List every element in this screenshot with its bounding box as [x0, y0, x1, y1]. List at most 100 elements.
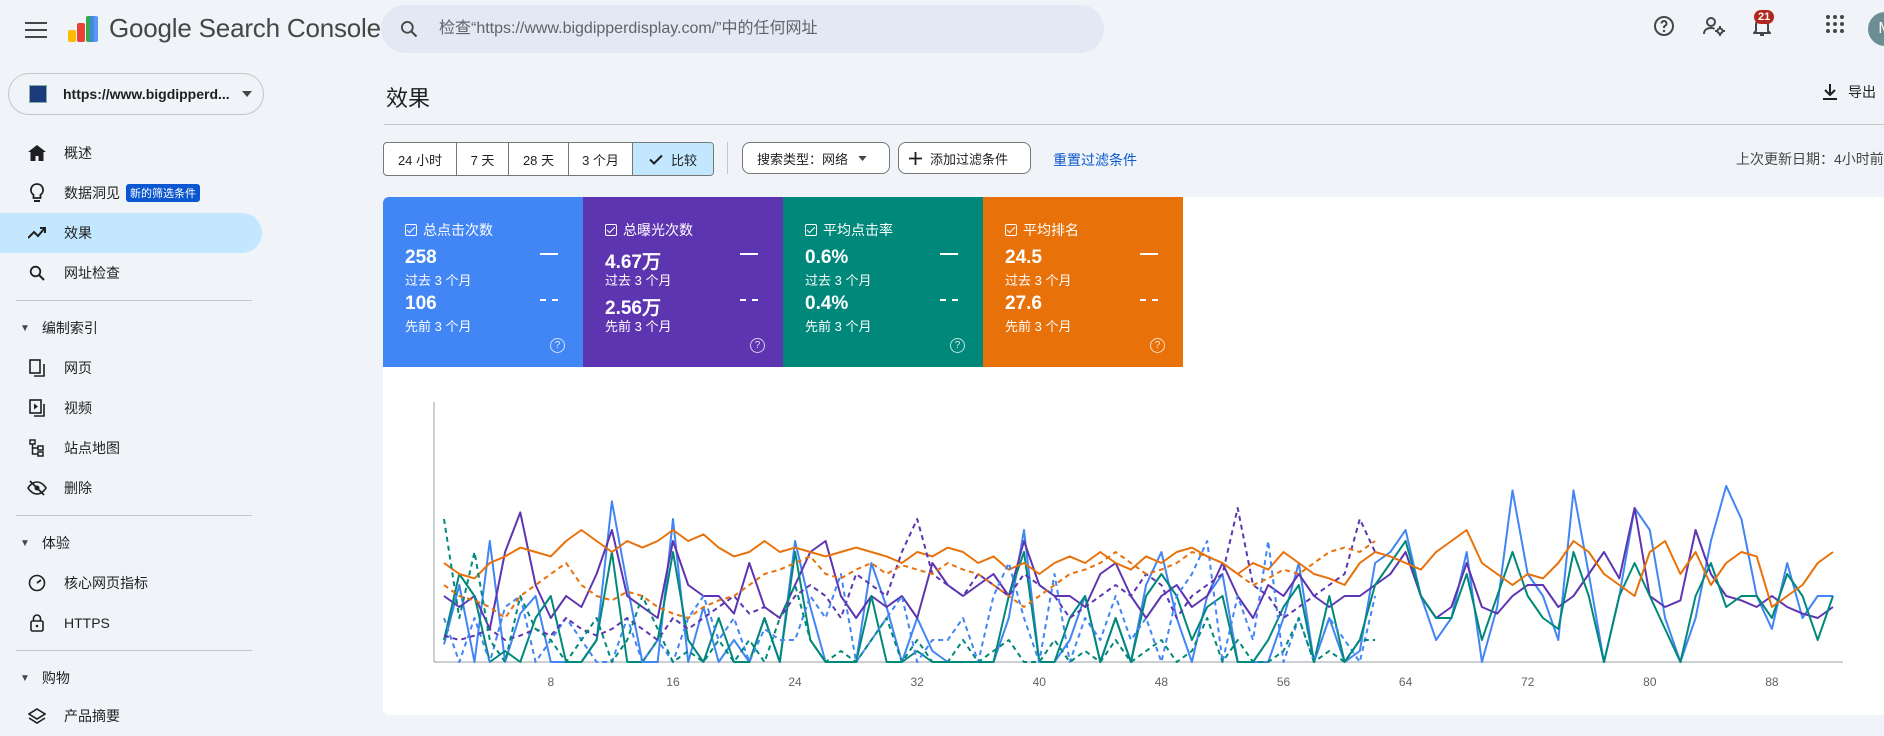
series-line-ctr-current	[443, 540, 1834, 663]
help-icon[interactable]: ?	[950, 338, 965, 353]
account-avatar[interactable]: M	[1868, 12, 1884, 46]
video-icon	[26, 399, 48, 417]
metric-previous-period: 先前 3 个月	[1005, 319, 1072, 334]
chevron-down-icon	[858, 155, 867, 161]
metric-current-value: 4.67万	[605, 252, 661, 273]
sidebar-item-label: 站点地图	[64, 440, 120, 456]
metric-card-ctr[interactable]: 平均点击率 0.6% 过去 3 个月 0.4% 先前 3 个月 ?	[783, 197, 983, 367]
search-icon	[26, 265, 48, 281]
sidebar-item-pages[interactable]: 网页	[0, 348, 262, 388]
x-tick-label: 40	[1033, 675, 1047, 689]
dashed-line-legend-icon	[940, 299, 958, 303]
help-icon[interactable]: ?	[1150, 338, 1165, 353]
last-updated-text: 上次更新日期：4小时前	[1736, 151, 1884, 167]
metric-previous-value: 0.4%	[805, 293, 849, 314]
dashed-line-legend-icon	[540, 299, 558, 303]
sidebar-item-core-web-vitals[interactable]: 核心网页指标	[0, 563, 262, 603]
url-inspection-search[interactable]	[381, 5, 1104, 53]
metric-card-impressions[interactable]: 总曝光次数 4.67万 过去 3 个月 2.56万 先前 3 个月 ?	[583, 197, 783, 367]
sidebar-item-product-snippets[interactable]: 产品摘要	[0, 696, 262, 736]
date-chip-28d[interactable]: 28 天	[509, 143, 569, 175]
sidebar-item-insights[interactable]: 数据洞见 新的筛选条件	[0, 173, 262, 213]
sidebar-divider	[16, 515, 252, 516]
reset-filters-link[interactable]: 重置过滤条件	[1053, 152, 1137, 168]
caret-down-icon: ▼	[20, 322, 30, 334]
solid-line-legend-icon	[740, 253, 758, 255]
sidebar-item-label: 概述	[64, 145, 92, 161]
add-filter-button[interactable]: 添加过滤条件	[898, 142, 1031, 174]
app-logo[interactable]: Google Search Console	[67, 13, 381, 44]
sidebar-item-videos[interactable]: 视频	[0, 388, 262, 428]
x-tick-label: 24	[788, 675, 802, 689]
sidebar-item-label: 视频	[64, 400, 92, 416]
help-icon[interactable]: ?	[750, 338, 765, 353]
lightbulb-icon	[26, 183, 48, 203]
export-label: 导出	[1848, 84, 1876, 100]
sidebar-item-label: 数据洞见	[64, 185, 120, 201]
sidebar-item-removals[interactable]: 删除	[0, 468, 262, 508]
sitemap-icon	[26, 439, 48, 457]
filter-divider	[727, 142, 728, 174]
metric-label: 总点击次数	[423, 222, 493, 238]
sidebar-item-https[interactable]: HTTPS	[0, 603, 262, 643]
solid-line-legend-icon	[1140, 253, 1158, 255]
sidebar-item-label: 效果	[64, 225, 92, 241]
sidebar-item-overview[interactable]: 概述	[0, 133, 262, 173]
x-tick-label: 80	[1643, 675, 1657, 689]
checkbox-icon[interactable]	[405, 224, 417, 236]
x-tick-label: 16	[666, 675, 680, 689]
checkbox-icon[interactable]	[805, 224, 817, 236]
sidebar-item-performance[interactable]: 效果	[0, 213, 262, 253]
sidebar-item-label: 删除	[64, 480, 92, 496]
pages-icon	[26, 359, 48, 377]
help-button[interactable]	[1652, 14, 1676, 38]
trending-up-icon	[26, 227, 48, 239]
menu-icon	[25, 22, 47, 38]
search-input[interactable]	[437, 19, 1061, 39]
series-layer	[443, 485, 1834, 663]
x-tick-label: 56	[1277, 675, 1291, 689]
home-icon	[26, 145, 48, 161]
site-favicon-icon	[29, 85, 47, 103]
metric-previous-value: 27.6	[1005, 293, 1042, 314]
sidebar-item-sitemaps[interactable]: 站点地图	[0, 428, 262, 468]
property-selector[interactable]: https://www.bigdipperd...	[8, 73, 264, 115]
metric-current-period: 过去 3 个月	[1005, 273, 1072, 288]
x-tick-label: 88	[1765, 675, 1779, 689]
metric-current-period: 过去 3 个月	[805, 273, 872, 288]
caret-down-icon: ▼	[20, 537, 30, 549]
metric-previous-period: 先前 3 个月	[405, 319, 472, 334]
section-shopping[interactable]: ▼ 购物	[0, 663, 262, 693]
date-range-selector: 24 小时 7 天 28 天 3 个月 比较	[383, 142, 714, 176]
user-settings-button[interactable]	[1702, 14, 1726, 38]
export-button[interactable]: 导出	[1822, 82, 1876, 102]
performance-line-chart[interactable]: 8 16 24 32 40 48 56 64 72 80 88	[383, 197, 1884, 715]
search-icon	[401, 21, 418, 38]
section-indexing[interactable]: ▼ 编制索引	[0, 313, 262, 343]
google-apps-button[interactable]	[1825, 14, 1845, 34]
app-title: Google Search Console	[109, 13, 381, 43]
section-experience[interactable]: ▼ 体验	[0, 528, 262, 558]
main-menu-button[interactable]	[18, 14, 54, 46]
checkbox-icon[interactable]	[1005, 224, 1017, 236]
sidebar-item-url-inspection[interactable]: 网址检查	[0, 253, 262, 293]
metric-current-value: 258	[405, 247, 437, 268]
solid-line-legend-icon	[940, 253, 958, 255]
plus-icon	[909, 151, 922, 165]
metric-card-position[interactable]: 平均排名 24.5 过去 3 个月 27.6 先前 3 个月 ?	[983, 197, 1183, 367]
x-tick-label: 48	[1155, 675, 1169, 689]
help-icon[interactable]: ?	[550, 338, 565, 353]
compare-chip[interactable]: 比较	[633, 143, 713, 175]
metric-current-value: 24.5	[1005, 247, 1042, 268]
metric-card-clicks[interactable]: 总点击次数 258 过去 3 个月 106 先前 3 个月 ?	[383, 197, 583, 367]
search-type-dropdown[interactable]: 搜索类型：网络	[742, 142, 890, 174]
lock-icon	[26, 614, 48, 632]
sidebar-item-label: 核心网页指标	[64, 575, 148, 591]
page-title: 效果	[386, 86, 431, 111]
date-chip-7d[interactable]: 7 天	[457, 143, 509, 175]
date-chip-24h[interactable]: 24 小时	[384, 143, 457, 175]
date-chip-3m[interactable]: 3 个月	[569, 143, 633, 175]
checkbox-icon[interactable]	[605, 224, 617, 236]
speed-icon	[26, 574, 48, 592]
compare-label: 比较	[670, 152, 697, 168]
